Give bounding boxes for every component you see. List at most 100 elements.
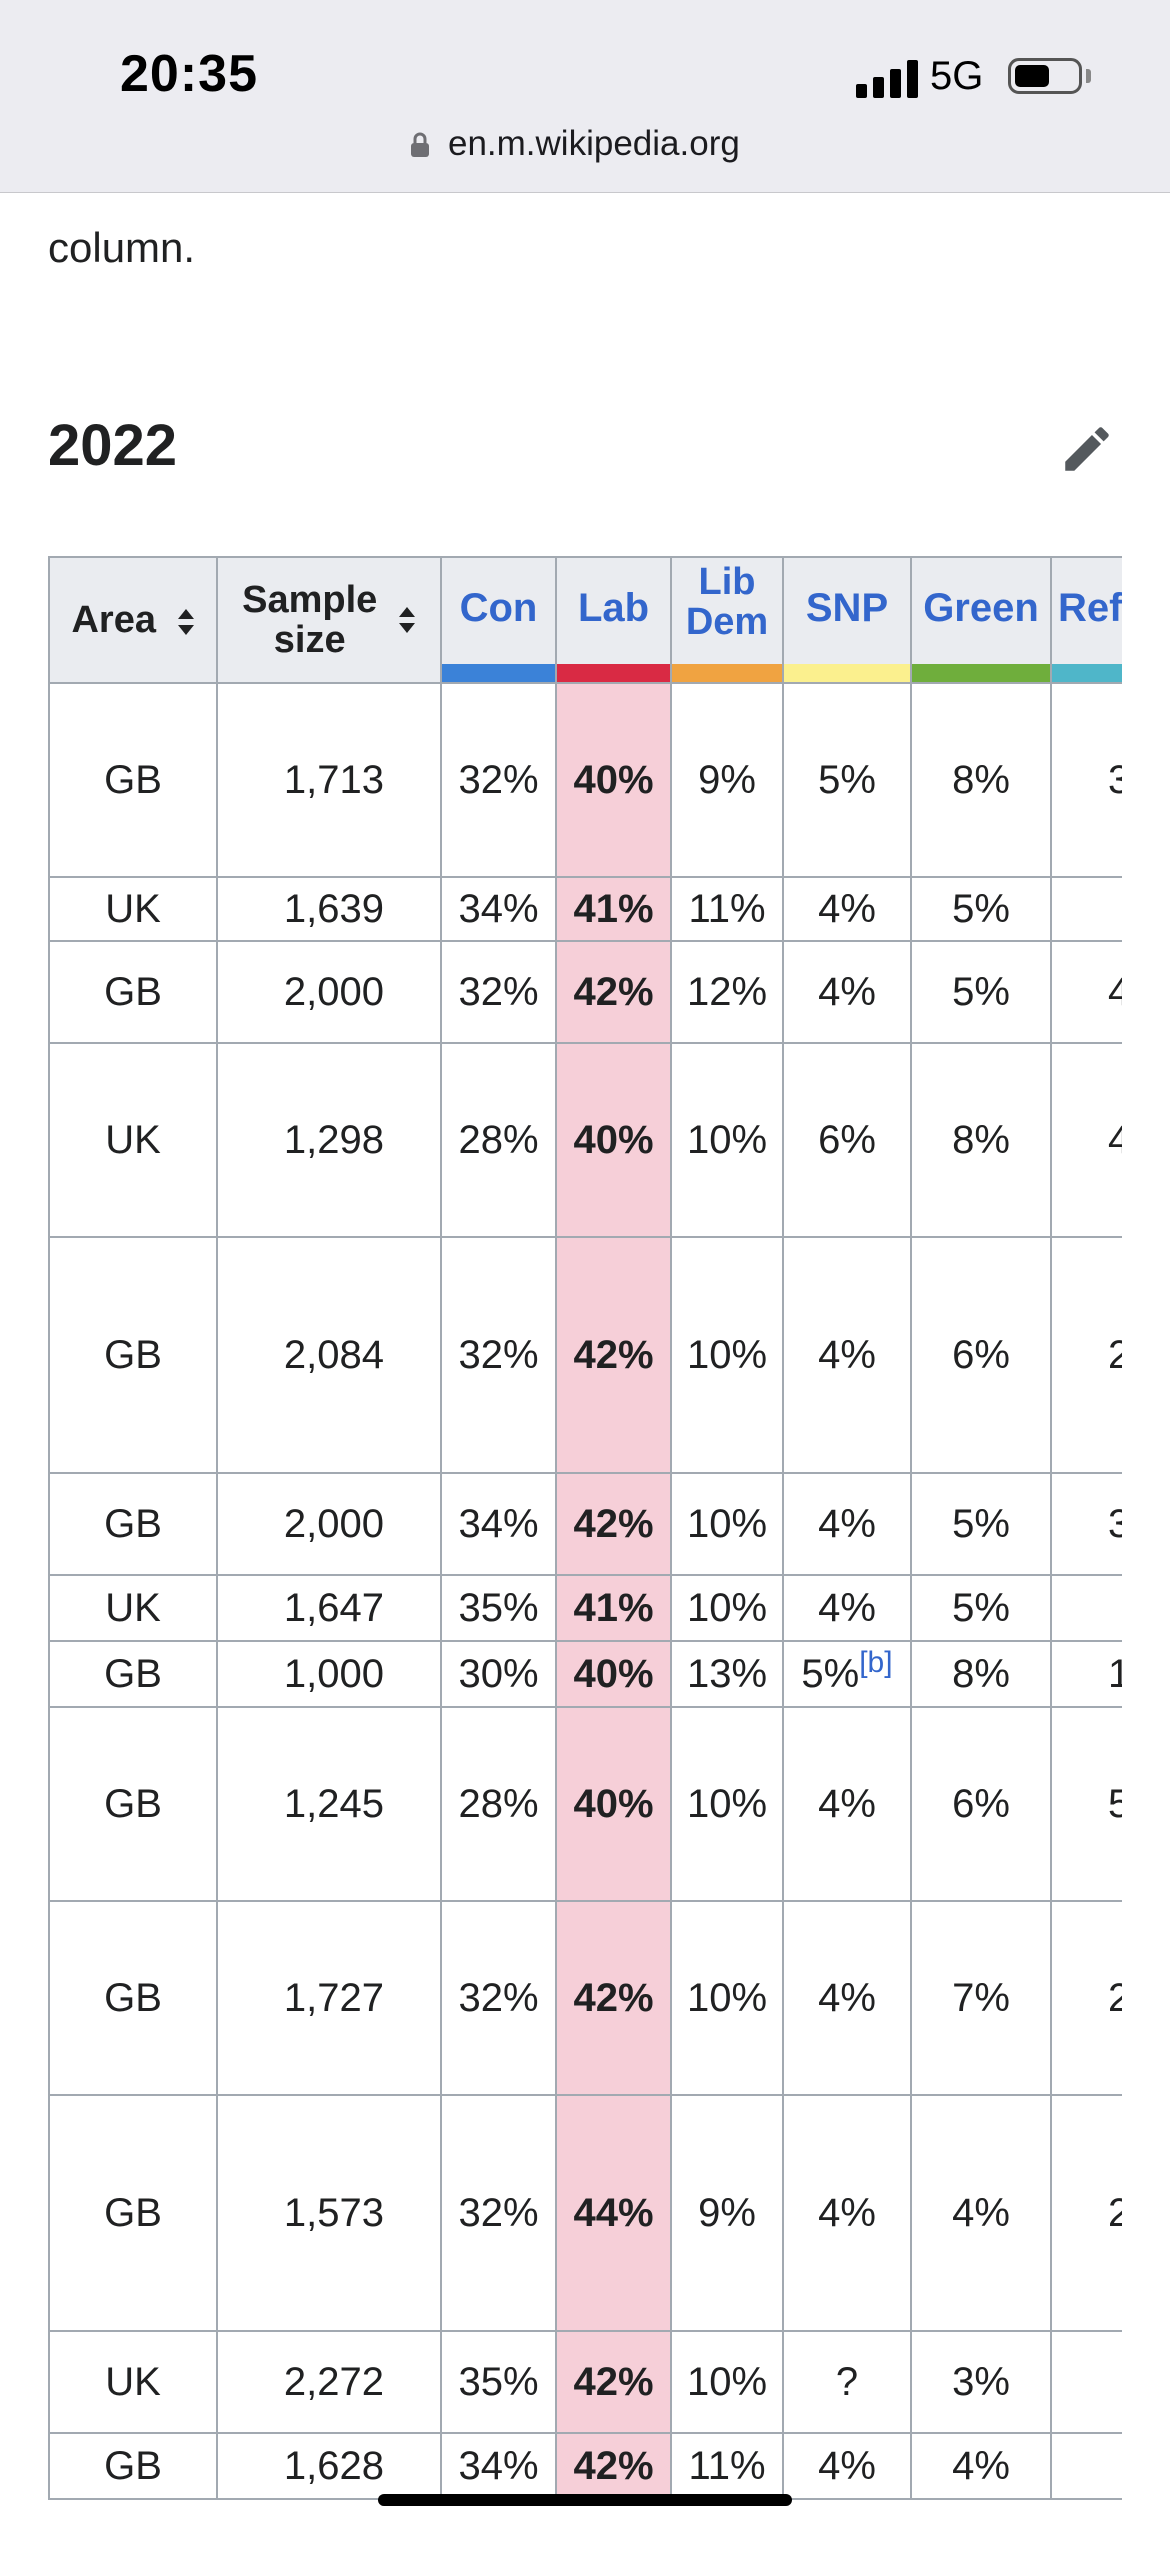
cell-area: GB [48, 682, 218, 878]
column-header-green[interactable]: Green [910, 556, 1052, 684]
cell-libdem: 10% [670, 1574, 784, 1642]
cell-libdem: 10% [670, 1472, 784, 1576]
cell-snp-value: 4% [818, 1781, 876, 1826]
cell-area-value: GB [104, 757, 162, 802]
column-header-lab[interactable]: Lab [555, 556, 672, 684]
cell-con: 28% [440, 1706, 557, 1902]
table-row: UK 2,272 35% 42% 10%? 3% [48, 2330, 1122, 2434]
cell-libdem-value: 9% [698, 2190, 756, 2235]
table-row: UK 1,298 28% 40% 10% 6% 8% 4 [48, 1042, 1122, 1238]
cell-libdem-value: 10% [686, 1501, 768, 1546]
battery-icon [1008, 58, 1082, 94]
cell-green-value: 5% [952, 969, 1010, 1014]
green-color-bar [912, 664, 1050, 682]
table-row: GB 1,628 34% 42% 11% 4% 4% [48, 2432, 1122, 2500]
edit-pencil-icon[interactable] [1058, 420, 1116, 478]
cell-sample-size: 1,727 [216, 1900, 442, 2096]
cell-lab-value: 42% [573, 2443, 654, 2488]
cell-snp: 4% [782, 940, 912, 1044]
cell-sample-size-value: 1,298 [283, 1117, 384, 1162]
cell-green-value: 7% [952, 1975, 1010, 2020]
cell-green-value: 8% [952, 1117, 1010, 1162]
header-green-link[interactable]: Green [923, 586, 1039, 630]
header-snp-link[interactable]: SNP [805, 586, 889, 630]
table-row: GB 2,000 32% 42% 12% 4% 5% 4 [48, 940, 1122, 1044]
cell-con: 32% [440, 2094, 557, 2332]
cell-sample-size: 2,084 [216, 1236, 442, 1474]
cell-snp: 4% [782, 2094, 912, 2332]
header-ref-link[interactable]: Ref [1058, 586, 1122, 630]
cell-ref: 1 [1050, 1640, 1122, 1708]
cell-snp-value: 4% [818, 1975, 876, 2020]
cell-snp-value: 4% [818, 1585, 876, 1630]
cell-ref [1050, 876, 1122, 942]
column-header-snp[interactable]: SNP [782, 556, 912, 684]
cell-sample-size: 1,573 [216, 2094, 442, 2332]
cell-sample-size: 1,298 [216, 1042, 442, 1238]
cell-con-value: 32% [458, 2190, 539, 2235]
header-libdem-line1[interactable]: Lib [698, 561, 756, 603]
cell-green-value: 6% [952, 1332, 1010, 1377]
cell-ref [1050, 1574, 1122, 1642]
table-row: UK 1,647 35% 41% 10% 4% 5% [48, 1574, 1122, 1642]
battery-tip [1086, 69, 1091, 83]
cell-ref: 5 [1050, 1706, 1122, 1902]
cell-ref: 2 [1050, 2094, 1122, 2332]
cell-green: 5% [910, 1472, 1052, 1576]
cell-sample-size-value: 1,713 [283, 757, 384, 802]
cell-snp: 4% [782, 876, 912, 942]
sort-icon[interactable] [177, 608, 195, 636]
cell-libdem-value: 10% [686, 1117, 768, 1162]
cell-area: GB [48, 1472, 218, 1576]
cell-area-value: UK [105, 886, 161, 931]
cell-green-value: 8% [952, 1651, 1010, 1696]
column-header-libdem[interactable]: Lib Dem [670, 556, 784, 684]
table-row: GB 2,000 34% 42% 10% 4% 5% 3 [48, 1472, 1122, 1576]
cell-ref-value: 2 [1108, 2190, 1122, 2235]
cell-sample-size-value: 1,628 [283, 2443, 384, 2488]
polling-table-container[interactable]: Area Sample size Con [48, 556, 1122, 2556]
cell-snp-value: 5% [818, 757, 876, 802]
cell-green-value: 4% [952, 2190, 1010, 2235]
header-libdem-line2[interactable]: Dem [685, 601, 769, 643]
header-con-link[interactable]: Con [459, 586, 538, 630]
cell-libdem: 10% [670, 1706, 784, 1902]
cell-snp: 4% [782, 1236, 912, 1474]
column-header-area[interactable]: Area [48, 556, 218, 684]
cell-con-value: 35% [458, 2359, 539, 2404]
column-header-ref[interactable]: Ref [1050, 556, 1122, 684]
header-lab-link[interactable]: Lab [577, 586, 650, 630]
cell-sample-size-value: 1,727 [283, 1975, 384, 2020]
footnote-link[interactable]: [b] [859, 1645, 893, 1679]
column-header-con[interactable]: Con [440, 556, 557, 684]
cell-con: 30% [440, 1640, 557, 1708]
cell-green-value: 5% [952, 1585, 1010, 1630]
cell-lab-value: 42% [573, 2359, 654, 2404]
snp-color-bar [784, 664, 910, 682]
home-indicator[interactable] [378, 2494, 792, 2506]
cell-lab-value: 41% [573, 886, 654, 931]
cell-libdem-value: 13% [686, 1651, 768, 1696]
cell-lab-value: 40% [573, 1781, 654, 1826]
cell-ref: 4 [1050, 940, 1122, 1044]
cell-area-value: GB [104, 1975, 162, 2020]
cell-con-value: 28% [458, 1781, 539, 1826]
cell-lab-value: 42% [573, 1975, 654, 2020]
cell-libdem-value: 10% [686, 1781, 768, 1826]
sort-icon[interactable] [398, 606, 416, 634]
cell-ref [1050, 2432, 1122, 2500]
address-bar-url[interactable]: en.m.wikipedia.org [448, 124, 740, 163]
cell-con: 32% [440, 1236, 557, 1474]
table-row: UK 1,639 34% 41% 11% 4% 5% [48, 876, 1122, 942]
cell-libdem: 10% [670, 1042, 784, 1238]
cell-libdem: 10% [670, 1900, 784, 2096]
cell-green: 6% [910, 1236, 1052, 1474]
cell-snp-value: 5% [801, 1651, 860, 1696]
cell-area-value: GB [104, 1501, 162, 1546]
cell-sample-size-value: 1,000 [283, 1651, 384, 1696]
cell-area: UK [48, 1574, 218, 1642]
table-row: GB 2,084 32% 42% 10% 4% 6% 2 [48, 1236, 1122, 1474]
cell-ref-value: 4 [1108, 1117, 1122, 1162]
column-header-sample-size[interactable]: Sample size [216, 556, 442, 684]
cell-green: 5% [910, 876, 1052, 942]
